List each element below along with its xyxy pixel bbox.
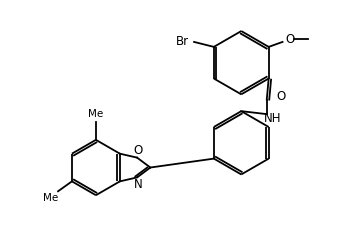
Text: N: N — [134, 178, 143, 191]
Text: Me: Me — [43, 193, 58, 203]
Text: Me: Me — [88, 109, 103, 119]
Text: O: O — [133, 144, 143, 157]
Text: Br: Br — [176, 36, 189, 49]
Text: O: O — [286, 34, 295, 46]
Text: NH: NH — [264, 112, 281, 124]
Text: O: O — [276, 90, 285, 103]
